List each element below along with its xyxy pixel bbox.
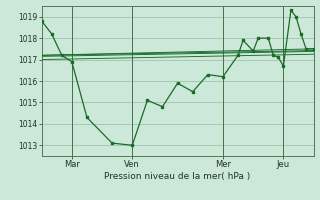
X-axis label: Pression niveau de la mer( hPa ): Pression niveau de la mer( hPa ) [104, 172, 251, 181]
